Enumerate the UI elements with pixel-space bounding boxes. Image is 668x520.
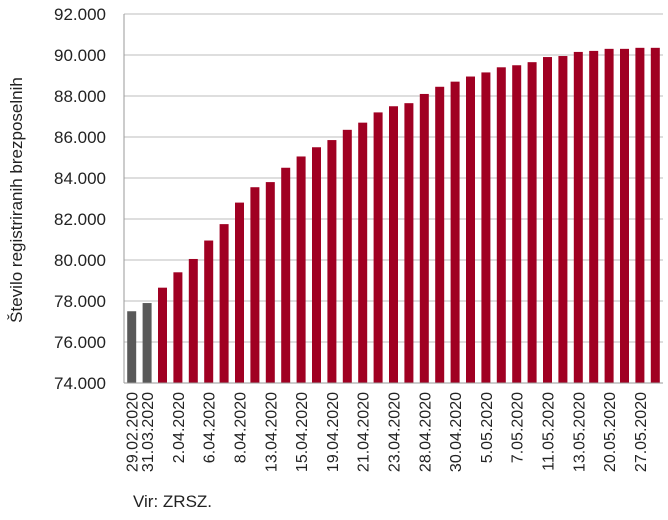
bar [127,311,137,383]
y-tick-label: 82.000 [54,210,106,229]
x-tick-label: 31.03.2020 [140,392,157,472]
x-tick-label: 23.04.2020 [387,392,404,472]
x-tick-label: 2.04.2020 [171,392,188,463]
bar [188,258,198,383]
bar [573,51,583,384]
y-tick-label: 74.000 [54,374,106,393]
x-tick-label: 19.04.2020 [325,392,342,472]
x-tick-label: 28.04.2020 [417,392,434,472]
y-tick-labels: 74.000 76.000 78.000 80.000 82.000 84.000 86.0… [54,5,106,393]
bar [404,103,414,384]
bar [620,48,629,383]
bar [158,287,167,383]
bars [127,47,660,384]
bar [265,182,275,383]
x-tick-label: 8.04.2020 [233,392,250,463]
bar [419,93,429,383]
bar [281,167,291,383]
y-tick-label: 90.000 [54,46,106,65]
bar [204,240,214,383]
bar [512,65,522,383]
bar [650,47,660,383]
bar [389,106,398,383]
x-tick-label: 11.05.2020 [541,392,558,471]
y-tick-label: 78.000 [54,292,106,311]
x-tick-label: 27.05.2020 [633,392,650,472]
bar [604,48,614,383]
bar [496,67,506,384]
y-tick-label: 80.000 [54,251,106,270]
y-tick-label: 88.000 [54,87,106,106]
bar [142,303,152,383]
y-tick-label: 86.000 [54,128,106,147]
x-tick-label: 13.05.2020 [571,392,588,472]
x-tick-label: 30.04.2020 [448,392,465,472]
x-tick-label: 6.04.2020 [202,392,219,463]
x-tick-label: 15.04.2020 [294,392,311,472]
source-note: Vir: ZRSZ. [133,492,213,511]
bar [250,187,260,383]
bar [466,76,475,384]
bar [296,156,306,383]
bar [543,57,552,384]
bar [527,62,537,384]
bar [327,140,337,383]
axes [123,14,663,384]
x-tick-label: 20.05.2020 [602,392,619,472]
bar [635,47,645,383]
x-tick-label: 5.05.2020 [479,392,496,463]
bar [235,202,244,383]
y-tick-label: 84.000 [54,169,106,188]
x-tick-label: 13.04.2020 [263,392,280,472]
bar [342,129,352,383]
bar [358,122,368,384]
x-tick-label: 21.04.2020 [356,392,373,472]
y-tick-label: 92.000 [54,5,106,24]
bar [435,86,445,384]
bar [312,147,321,383]
bar [558,56,568,384]
x-tick-label: 29.02.2020 [125,392,142,472]
y-tick-label: 76.000 [54,333,106,352]
y-axis-label: Število registriranih brezposelnih [7,77,26,323]
x-tick-label: 7.05.2020 [510,392,527,463]
bar [219,224,229,383]
bar [373,112,383,384]
bar [589,50,599,384]
bar [481,72,491,384]
bar [450,81,460,384]
bar [173,272,183,383]
